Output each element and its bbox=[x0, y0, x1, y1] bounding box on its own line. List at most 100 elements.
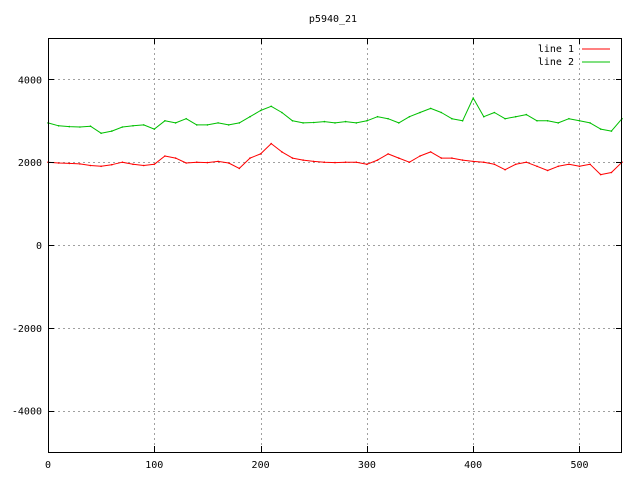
data-point bbox=[429, 151, 432, 153]
data-point bbox=[451, 157, 453, 159]
data-point bbox=[57, 125, 60, 127]
data-point bbox=[100, 165, 102, 168]
chart-title: p5940_21 bbox=[309, 14, 357, 25]
y-tick-label: -2000 bbox=[12, 324, 42, 335]
x-tick-label: 300 bbox=[358, 460, 376, 471]
data-point bbox=[185, 162, 187, 164]
data-point bbox=[164, 120, 166, 122]
data-point bbox=[599, 128, 602, 130]
data-point bbox=[472, 160, 475, 163]
data-point bbox=[387, 117, 389, 120]
data-point bbox=[440, 111, 443, 114]
x-tick-label: 100 bbox=[145, 460, 163, 471]
data-point bbox=[408, 115, 411, 118]
data-point bbox=[238, 167, 241, 170]
data-point bbox=[366, 120, 368, 122]
data-point bbox=[206, 161, 209, 164]
data-point bbox=[355, 161, 358, 163]
data-point bbox=[57, 162, 60, 164]
data-point bbox=[483, 161, 485, 163]
data-point bbox=[111, 130, 113, 132]
y-tick-label: 4000 bbox=[18, 75, 42, 86]
data-point bbox=[493, 111, 496, 114]
data-point bbox=[142, 124, 145, 126]
data-point bbox=[610, 171, 613, 174]
data-point bbox=[132, 163, 134, 166]
data-point bbox=[568, 163, 570, 166]
data-point bbox=[334, 161, 336, 164]
data-point bbox=[589, 163, 591, 166]
data-point bbox=[398, 157, 400, 159]
data-point bbox=[578, 120, 581, 122]
data-point bbox=[504, 168, 506, 171]
data-point bbox=[334, 122, 336, 124]
data-point bbox=[589, 122, 591, 124]
data-point bbox=[557, 122, 559, 124]
data-point bbox=[196, 124, 198, 126]
data-point bbox=[323, 120, 326, 123]
data-point bbox=[111, 163, 113, 166]
data-point bbox=[153, 128, 156, 130]
data-point bbox=[536, 120, 538, 122]
legend-label-1: line 1 bbox=[538, 44, 574, 55]
data-point bbox=[302, 122, 304, 124]
data-point bbox=[461, 120, 464, 122]
data-point bbox=[281, 111, 283, 114]
data-point bbox=[89, 164, 92, 167]
data-point bbox=[270, 142, 273, 145]
data-point bbox=[79, 126, 81, 128]
data-point bbox=[355, 122, 358, 124]
data-point bbox=[185, 117, 187, 120]
data-point bbox=[376, 115, 379, 118]
data-point bbox=[398, 122, 400, 124]
data-point bbox=[419, 111, 421, 114]
data-point bbox=[217, 160, 219, 163]
data-point bbox=[546, 169, 549, 172]
data-point bbox=[132, 125, 134, 127]
data-point bbox=[291, 120, 294, 122]
data-point bbox=[366, 163, 368, 166]
data-point bbox=[323, 161, 326, 163]
data-point bbox=[121, 161, 124, 163]
data-point bbox=[68, 125, 71, 128]
grid-layer bbox=[48, 38, 622, 452]
data-point bbox=[249, 115, 251, 118]
y-tick-label: 2000 bbox=[18, 158, 42, 169]
data-point bbox=[344, 120, 347, 123]
data-point bbox=[312, 121, 315, 124]
data-point bbox=[79, 163, 81, 165]
data-point bbox=[568, 117, 570, 120]
data-point bbox=[302, 159, 304, 161]
data-point bbox=[493, 163, 496, 166]
data-point bbox=[281, 151, 283, 153]
data-point bbox=[546, 120, 549, 122]
data-point bbox=[227, 124, 230, 126]
x-tick-label: 400 bbox=[464, 460, 482, 471]
y-tick-label: 0 bbox=[36, 241, 42, 252]
data-point bbox=[599, 173, 602, 176]
data-point bbox=[557, 165, 559, 168]
data-point bbox=[408, 161, 411, 163]
data-point bbox=[461, 159, 464, 161]
data-point bbox=[472, 97, 475, 99]
data-point bbox=[429, 107, 432, 110]
data-point bbox=[259, 109, 262, 112]
data-point bbox=[217, 122, 219, 124]
x-tick-label: 0 bbox=[45, 460, 51, 471]
data-point bbox=[89, 125, 92, 127]
data-point bbox=[142, 164, 145, 167]
legend: line 1 line 2 bbox=[538, 44, 610, 68]
data-point bbox=[249, 157, 251, 159]
data-point bbox=[206, 124, 209, 126]
series-layer bbox=[47, 97, 623, 176]
data-point bbox=[164, 155, 166, 157]
data-point bbox=[174, 157, 177, 159]
data-point bbox=[344, 161, 347, 163]
data-point bbox=[525, 113, 528, 116]
legend-label-2: line 2 bbox=[538, 57, 574, 68]
tick-layer: 0 100 200 300 400 500 -4000 -2000 0 2000 4000 bbox=[12, 38, 622, 471]
data-point bbox=[376, 159, 379, 161]
data-point bbox=[238, 122, 241, 124]
